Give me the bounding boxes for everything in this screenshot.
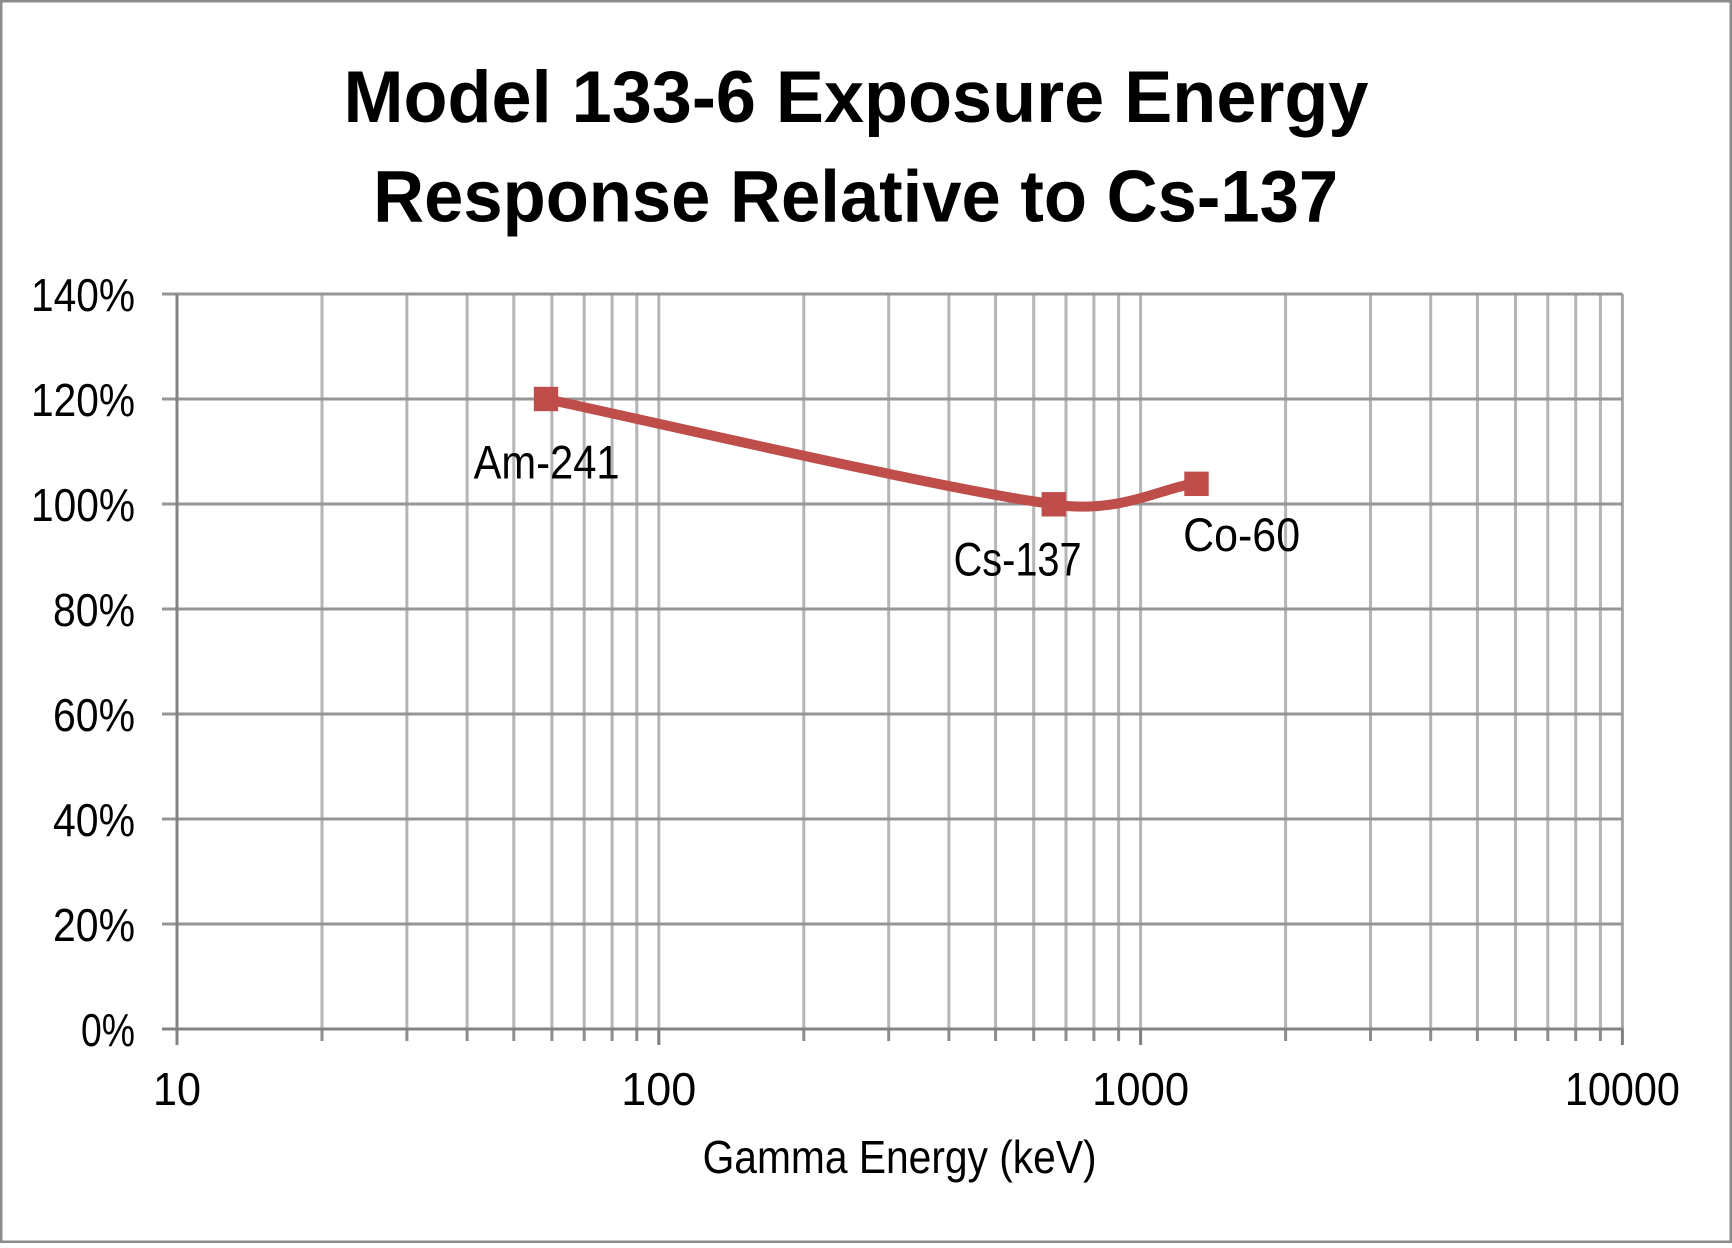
svg-text:Model 133-6 Exposure Energy: Model 133-6 Exposure Energy xyxy=(344,57,1369,138)
svg-text:120%: 120% xyxy=(31,374,135,426)
svg-text:Co-60: Co-60 xyxy=(1183,509,1300,562)
svg-text:10000: 10000 xyxy=(1565,1063,1680,1115)
svg-text:140%: 140% xyxy=(31,269,135,321)
svg-text:Gamma Energy (keV): Gamma Energy (keV) xyxy=(703,1131,1097,1183)
svg-text:40%: 40% xyxy=(53,794,135,846)
svg-text:60%: 60% xyxy=(53,689,135,741)
svg-text:0%: 0% xyxy=(81,1004,135,1056)
svg-text:80%: 80% xyxy=(53,584,135,636)
svg-text:Am-241: Am-241 xyxy=(474,437,620,490)
svg-text:10: 10 xyxy=(153,1063,201,1115)
svg-text:20%: 20% xyxy=(53,899,135,951)
svg-text:Cs-137: Cs-137 xyxy=(954,533,1082,586)
svg-text:1000: 1000 xyxy=(1092,1063,1189,1115)
svg-text:Response Relative to Cs-137: Response Relative to Cs-137 xyxy=(373,157,1338,238)
svg-text:100: 100 xyxy=(621,1063,696,1115)
svg-text:100%: 100% xyxy=(31,479,135,531)
